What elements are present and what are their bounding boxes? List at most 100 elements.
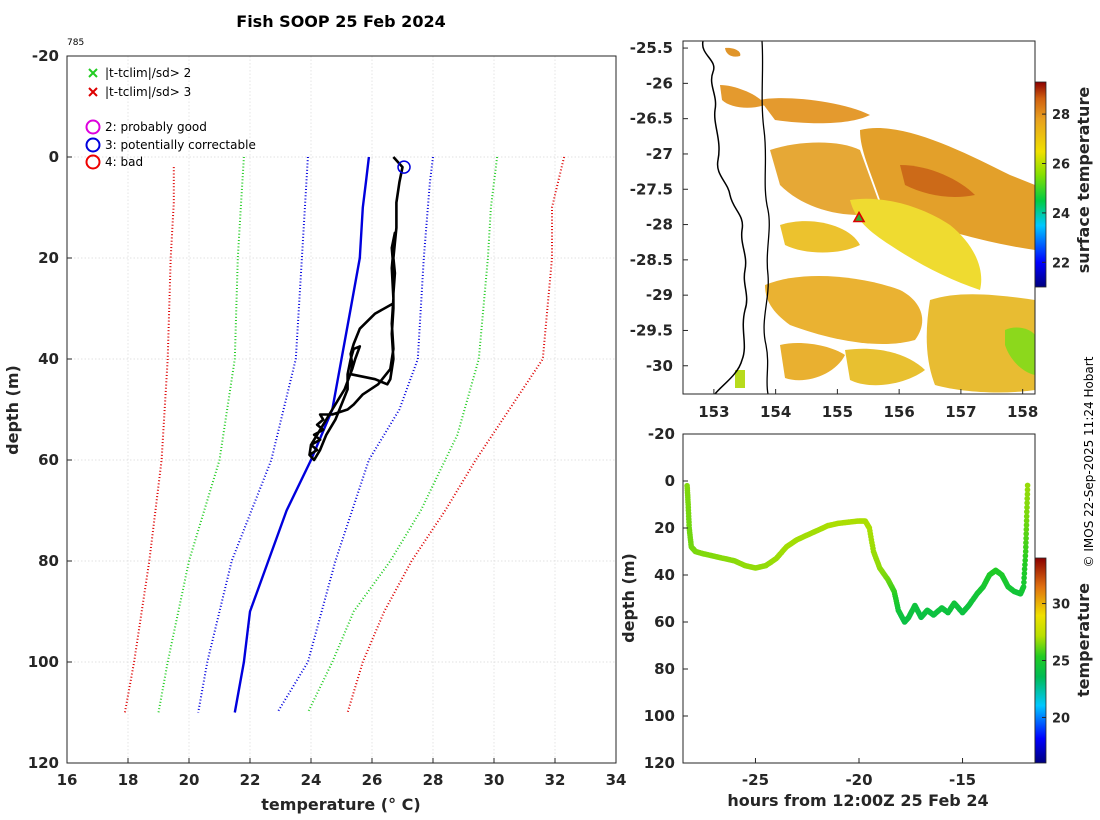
sst-patch-green bbox=[1005, 327, 1035, 375]
series-clim-2sd-high bbox=[306, 156, 499, 713]
track-point bbox=[1022, 553, 1029, 559]
track-point bbox=[1024, 491, 1031, 498]
map-x-tick-label: 158 bbox=[1007, 403, 1038, 421]
profile-legend: |t-tclim|/sd> 2 |t-tclim|/sd> 3 2: proba… bbox=[85, 66, 256, 170]
sst-patch-warm-west bbox=[770, 142, 880, 215]
track-point bbox=[1023, 522, 1030, 528]
depth-time-plot: -25 -20 -15 -20 0 20 40 60 80 100 120 hours from … bbox=[619, 425, 1093, 810]
series-clim-2sd-low bbox=[157, 156, 245, 713]
sst-patch-warm-top bbox=[760, 98, 870, 124]
ship-position-triangle-icon bbox=[852, 210, 866, 223]
sst-colorbar-ticks: 22 24 26 28 bbox=[1042, 108, 1070, 271]
legend-item-green-x: |t-tclim|/sd> 2 bbox=[88, 66, 191, 80]
map-y-tick-label: -25.5 bbox=[630, 39, 673, 57]
sst-cb-tick-label: 26 bbox=[1052, 158, 1070, 173]
map-y-tick-label: -28.5 bbox=[630, 251, 673, 269]
map-y-tick-label: -29 bbox=[646, 286, 673, 304]
dt-y-tick-label: 100 bbox=[644, 707, 675, 725]
track-point bbox=[1024, 482, 1031, 489]
temp-cb-tick-label: 25 bbox=[1052, 655, 1070, 670]
x-tick-label: 16 bbox=[57, 771, 78, 789]
temp-cb-tick-label: 20 bbox=[1052, 711, 1070, 726]
coastline bbox=[702, 41, 748, 394]
green-x-marker-icon bbox=[88, 68, 98, 78]
track-point bbox=[1021, 575, 1027, 581]
x-tick-label: 32 bbox=[545, 771, 566, 789]
track-point bbox=[1022, 561, 1028, 568]
track-point bbox=[1022, 548, 1029, 555]
y-tick-label: 100 bbox=[28, 653, 59, 671]
shelf-contour bbox=[761, 41, 770, 394]
track-point bbox=[1024, 500, 1030, 506]
series-clim-3sd-low bbox=[123, 167, 175, 713]
profile-x-ticks: 16 18 20 22 24 26 28 30 32 34 bbox=[57, 758, 627, 789]
depth-time-points bbox=[684, 482, 1031, 625]
dt-y-tick-label: 40 bbox=[654, 566, 675, 584]
legend-item-red-x: |t-tclim|/sd> 3 bbox=[88, 85, 191, 99]
map-y-tick-label: -28 bbox=[646, 216, 673, 234]
map-y-tick-label: -26.5 bbox=[630, 110, 673, 128]
dt-y-tick-label: 20 bbox=[654, 519, 675, 537]
map-y-tick-label: -30 bbox=[646, 357, 673, 375]
map-x-tick-label: 155 bbox=[822, 403, 853, 421]
figure-title: Fish SOOP 25 Feb 2024 bbox=[236, 12, 445, 31]
track-point bbox=[1022, 557, 1028, 564]
sst-field bbox=[702, 41, 1035, 394]
profile-plot: 16 18 20 22 24 26 28 30 32 34 -20020406080100120 … bbox=[3, 47, 626, 814]
temperature-colorbar-label: temperature bbox=[1074, 583, 1093, 697]
track-point bbox=[1024, 509, 1030, 515]
legend-item-flag-3: 3: potentially correctable bbox=[85, 137, 256, 153]
legend-item-flag-4: 4: bad bbox=[85, 154, 143, 170]
x-tick-label: 34 bbox=[606, 771, 627, 789]
dt-y-tick-label: -20 bbox=[648, 425, 675, 443]
profile-plot-frame bbox=[66, 55, 617, 764]
legend-label-green-x: |t-tclim|/sd> 2 bbox=[105, 66, 191, 80]
depth-time-x-ticks: -25 -20 -15 bbox=[742, 758, 976, 789]
track-point bbox=[1024, 495, 1030, 502]
y-tick-label: 0 bbox=[49, 148, 59, 166]
map-y-tick-label: -27 bbox=[646, 145, 673, 163]
track-point bbox=[1023, 517, 1030, 524]
series-clim-3sd-high bbox=[346, 156, 566, 713]
x-tick-label: 22 bbox=[240, 771, 261, 789]
sst-map: 153 154 155 156 157 158 -25.5 -26 -26.5 -27 -27.5… bbox=[630, 39, 1093, 421]
track-point bbox=[1024, 504, 1030, 511]
profile-y-ticks: -20 0 20 40 60 80 100 120 bbox=[28, 47, 72, 772]
profile-id-label: 785 bbox=[67, 38, 84, 48]
dt-x-tick-label: -25 bbox=[742, 771, 769, 789]
track-point bbox=[1021, 570, 1028, 577]
y-tick-label: 60 bbox=[38, 451, 59, 469]
sst-patch-south-center bbox=[845, 348, 925, 386]
legend-label-flag-4: 4: bad bbox=[105, 155, 143, 169]
track-point bbox=[1020, 584, 1027, 590]
profile-x-axis-label: temperature (° C) bbox=[261, 795, 420, 814]
map-y-tick-label: -26 bbox=[646, 74, 673, 92]
blue-circle-icon bbox=[85, 137, 101, 153]
marker-qc-flag-3 bbox=[397, 160, 411, 174]
depth-time-y-axis-label: depth (m) bbox=[619, 553, 638, 643]
y-tick-label: 40 bbox=[38, 350, 59, 368]
sst-cb-tick-label: 22 bbox=[1052, 256, 1070, 271]
sst-cb-tick-label: 24 bbox=[1052, 207, 1070, 222]
legend-item-flag-2: 2: probably good bbox=[85, 119, 207, 135]
x-tick-label: 24 bbox=[301, 771, 322, 789]
dt-y-tick-label: 60 bbox=[654, 613, 675, 631]
profile-markers bbox=[397, 160, 411, 174]
dt-y-tick-label: 80 bbox=[654, 660, 675, 678]
legend-label-flag-3: 3: potentially correctable bbox=[105, 138, 256, 152]
sst-patch-south bbox=[765, 275, 923, 345]
sst-cb-tick-label: 28 bbox=[1052, 108, 1070, 123]
x-tick-label: 30 bbox=[484, 771, 505, 789]
depth-time-x-axis-label: hours from 12:00Z 25 Feb 24 bbox=[727, 791, 988, 810]
sst-patch-hot bbox=[900, 165, 975, 197]
track-point bbox=[1024, 487, 1031, 493]
series-clim-mean-high bbox=[276, 156, 434, 714]
sst-patch-yellow bbox=[850, 198, 982, 290]
temperature-colorbar-ticks: 20 25 30 bbox=[1042, 598, 1070, 726]
map-x-tick-label: 157 bbox=[945, 403, 976, 421]
profile-y-axis-label: depth (m) bbox=[3, 365, 22, 455]
dt-x-tick-label: -20 bbox=[845, 771, 872, 789]
sst-patch-coast bbox=[720, 85, 765, 108]
map-x-tick-label: 154 bbox=[760, 403, 791, 421]
